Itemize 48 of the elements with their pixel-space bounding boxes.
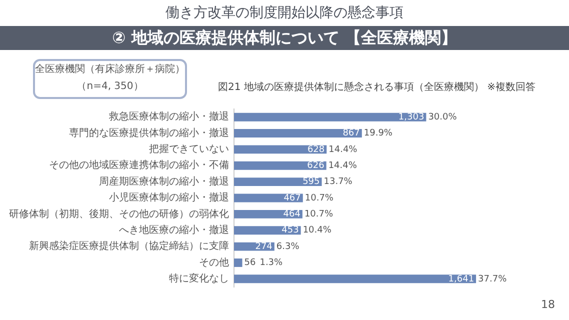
data-label: 453 bbox=[282, 226, 299, 236]
annotation: 6.3% bbox=[276, 242, 300, 252]
y-tick-label: 救急医療体制の縮小・撤退 bbox=[108, 110, 229, 123]
annotation: 13.7% bbox=[324, 177, 353, 188]
annotation: 30.0% bbox=[428, 112, 458, 122]
bar bbox=[234, 161, 326, 170]
annotation: 37.7% bbox=[478, 274, 508, 284]
text: 18 bbox=[541, 298, 555, 311]
bar bbox=[234, 112, 426, 122]
data-label: 1,641 bbox=[448, 274, 474, 284]
annotation: 19.9% bbox=[364, 128, 393, 139]
data-label: 595 bbox=[302, 177, 320, 188]
chart-subtitle: ② 地域の医療提供体制について 【全医療機関】 bbox=[0, 26, 569, 50]
bar bbox=[234, 178, 322, 186]
chart-title: 働き方改革の制度開始以降の懸念事項 bbox=[164, 4, 404, 22]
data-label: 56 bbox=[244, 258, 256, 268]
y-tick-label: 周産期医療体制の縮小・撤退 bbox=[99, 175, 229, 188]
bar bbox=[234, 145, 327, 154]
y-tick-label: へき地医療の縮小・撤退 bbox=[119, 224, 229, 236]
annotation: 1.3% bbox=[260, 258, 284, 268]
bar bbox=[234, 274, 476, 284]
data-label: 1,303 bbox=[398, 112, 424, 122]
bar bbox=[234, 258, 242, 267]
y-tick-label: 研修体制（初期、後期、その他の研修）の弱体化 bbox=[9, 208, 229, 220]
caption: 図21 地域の医療提供体制に懸念される事項（全医療機関） ※複数回答 bbox=[218, 80, 536, 94]
data-label: 274 bbox=[255, 242, 273, 252]
y-tick-label: 特に変化なし bbox=[169, 272, 229, 285]
y-tick-label: 専門的な医療提供体制の縮小・撤退 bbox=[69, 126, 229, 139]
y-tick-label: 把握できていない bbox=[149, 143, 229, 156]
y-tick-label: その他の地域医療連携体制の縮小・不備 bbox=[49, 159, 229, 172]
data-label: 464 bbox=[283, 210, 301, 220]
bar bbox=[234, 226, 301, 235]
annotation: 14.4% bbox=[328, 144, 358, 155]
bar bbox=[234, 210, 302, 218]
data-label: 467 bbox=[284, 193, 301, 204]
annotation: 14.4% bbox=[328, 160, 358, 171]
text: 全医療機関（有床診療所＋病院） bbox=[35, 62, 185, 77]
y-tick-label: その他 bbox=[199, 256, 229, 268]
bar bbox=[234, 129, 362, 138]
data-label: 626 bbox=[307, 160, 325, 171]
text: （n=4, 350） bbox=[76, 80, 144, 94]
y-tick-label: 小児医療体制の縮小・撤退 bbox=[109, 192, 229, 204]
data-label: 628 bbox=[307, 144, 325, 155]
y-tick-label: 新興感染症医療提供体制（協定締結）に支障 bbox=[29, 240, 229, 252]
data-label: 867 bbox=[342, 128, 360, 139]
annotation: 10.4% bbox=[302, 226, 332, 236]
annotation: 10.7% bbox=[304, 193, 334, 204]
annotation: 10.7% bbox=[304, 210, 334, 220]
